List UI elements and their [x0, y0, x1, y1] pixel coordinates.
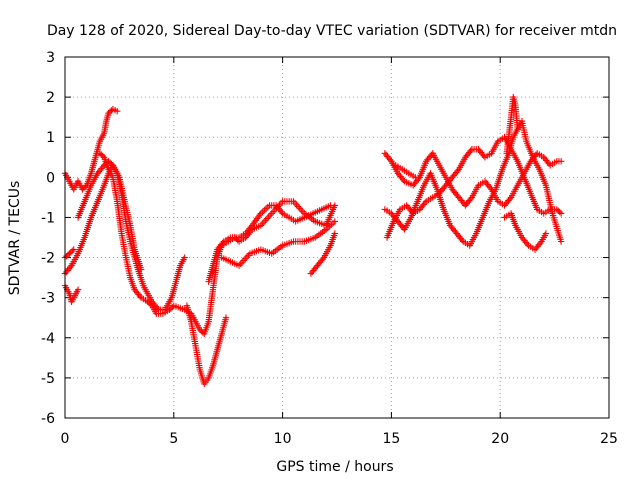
data-point — [181, 254, 188, 261]
series-arc5 — [61, 246, 77, 261]
data-point — [69, 247, 76, 255]
x-tick-label: 0 — [61, 431, 70, 447]
x-tick-label: 20 — [491, 431, 509, 447]
y-tick-label: -3 — [41, 291, 55, 307]
grid — [65, 57, 609, 418]
data-point — [331, 230, 339, 237]
plot-frame — [64, 56, 610, 419]
axis-ticks — [64, 56, 610, 419]
y-axis-tick-labels: -6 -5 -4 -3 -2 -1 0 1 2 3 — [41, 50, 55, 427]
y-tick-label: -1 — [41, 210, 55, 226]
series-arc6 — [74, 158, 145, 273]
data-point — [74, 286, 82, 293]
data-point — [557, 238, 565, 245]
y-tick-label: 1 — [46, 130, 55, 146]
data-point — [70, 246, 77, 253]
x-tick-label: 15 — [382, 431, 400, 447]
data-point — [137, 266, 145, 273]
data-point — [331, 218, 339, 225]
data-point — [108, 160, 115, 168]
x-axis-label: GPS time / hours — [276, 459, 393, 475]
data-point — [514, 126, 521, 133]
data-point — [557, 158, 565, 165]
series-arc10 — [307, 230, 339, 277]
series-arc15 — [503, 93, 521, 157]
y-tick-label: -6 — [41, 411, 55, 427]
data-point — [542, 230, 550, 237]
series-arc12 — [383, 134, 565, 241]
series-arc8 — [205, 202, 334, 285]
y-tick-label: 2 — [46, 90, 55, 106]
x-tick-label: 10 — [274, 431, 292, 447]
series-arc14 — [501, 210, 550, 253]
data-point — [412, 174, 419, 181]
x-tick-label: 25 — [600, 431, 618, 447]
chart-title: Day 128 of 2020, Sidereal Day-to-day VTE… — [47, 23, 617, 39]
series-arc9 — [218, 218, 339, 269]
y-axis-label: SDTVAR / TECUs — [7, 181, 23, 296]
series-arc7 — [183, 302, 230, 388]
data-point — [82, 183, 89, 190]
series-arc1 — [61, 105, 121, 193]
y-tick-label: -4 — [41, 331, 55, 347]
data-point — [556, 208, 563, 216]
data-point — [114, 107, 121, 115]
data-point — [557, 210, 565, 217]
data-marks — [61, 93, 565, 388]
y-tick-label: -5 — [41, 371, 55, 387]
data-point — [222, 314, 230, 321]
y-tick-label: 0 — [46, 170, 55, 186]
data-point — [327, 202, 334, 209]
x-tick-label: 5 — [169, 431, 178, 447]
y-tick-label: -2 — [41, 251, 55, 267]
data-point — [99, 152, 106, 160]
y-tick-label: 3 — [46, 50, 55, 66]
x-axis-tick-labels: 0 5 10 15 20 25 — [61, 431, 618, 447]
series-arc16 — [392, 162, 419, 181]
